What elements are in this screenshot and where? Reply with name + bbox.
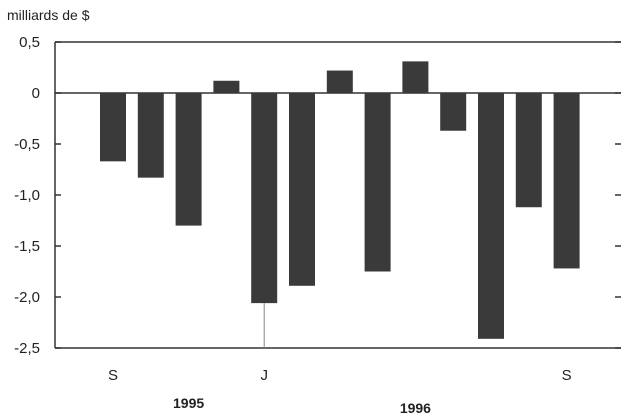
x-tick-label: S (108, 367, 118, 384)
bar (175, 93, 202, 226)
bar (289, 93, 315, 286)
year-label: 1995 (173, 395, 204, 411)
bar (402, 61, 429, 93)
bar (364, 93, 391, 272)
bar (553, 93, 580, 269)
x-tick-label: S (562, 367, 572, 384)
y-tick-label: -0,5 (14, 136, 40, 153)
bar (100, 93, 126, 162)
y-tick-label: 0 (32, 85, 40, 102)
x-tick-label: J (260, 367, 268, 384)
bar (251, 93, 278, 304)
y-tick-label: -1,0 (14, 187, 40, 204)
bar (326, 70, 353, 93)
year-label: 1996 (400, 400, 431, 416)
y-tick-label: 0,5 (19, 34, 40, 51)
y-unit-label: milliards de $ (7, 7, 90, 23)
bar (515, 93, 542, 208)
bar (137, 93, 164, 178)
y-tick-label: -1,5 (14, 238, 40, 255)
y-tick-label: -2,0 (14, 289, 40, 306)
bar (440, 93, 467, 131)
bar (478, 93, 504, 339)
bar (213, 80, 240, 93)
y-tick-label: -2,5 (14, 340, 40, 357)
